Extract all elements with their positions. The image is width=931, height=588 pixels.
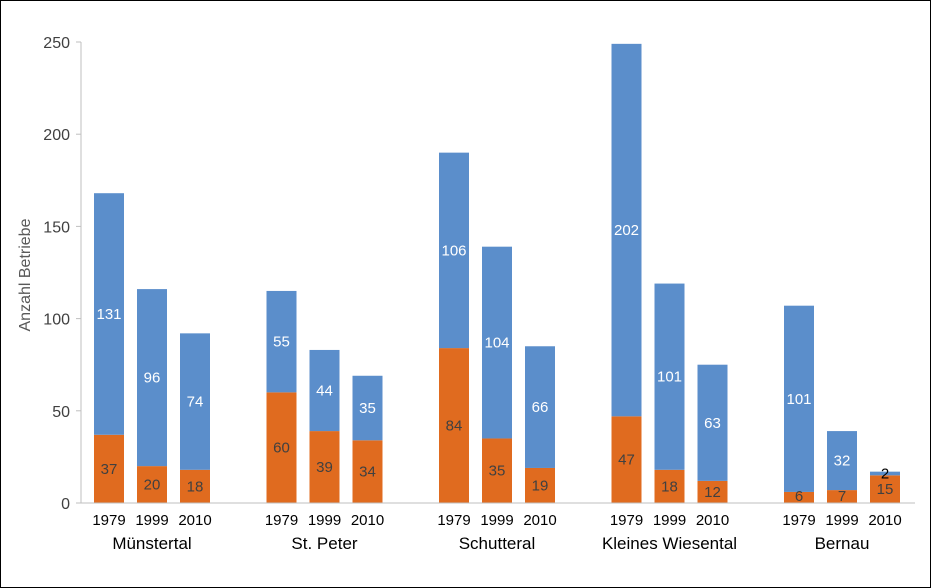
group-label: Bernau — [815, 534, 870, 553]
bar-value-label-top: 202 — [614, 222, 639, 239]
bar-value-label-top: 63 — [704, 415, 721, 432]
bar-segment-bottom — [870, 475, 900, 503]
bar-segment-bottom — [309, 431, 340, 503]
bar-group: 60 55 39 44 34 35 — [266, 290, 383, 503]
bar-segment-top — [654, 283, 685, 470]
bar-value-label-top: 74 — [187, 394, 204, 411]
x-tick-label: 2010 — [351, 512, 384, 529]
bar-group: 84 106 35 104 19 66 — [439, 152, 555, 503]
bar-value-label-bottom: 12 — [704, 484, 721, 501]
bar-group: 47 202 18 101 12 63 — [611, 43, 728, 503]
bar-value-label-top: 104 — [484, 335, 509, 352]
y-tick-label: 100 — [43, 312, 70, 329]
bar-segment-top — [827, 431, 857, 491]
bar-value-label-top: 101 — [786, 391, 811, 408]
bar-value-label-bottom: 6 — [795, 488, 803, 505]
group-label: St. Peter — [291, 534, 357, 553]
bar-value-label-bottom: 19 — [532, 477, 549, 494]
bar-value-label-top: 32 — [834, 453, 851, 470]
bar-value-label-top: 55 — [273, 334, 290, 351]
bar-segment-top — [482, 246, 512, 439]
x-tick-label: 1999 — [135, 512, 168, 529]
y-axis-label: Anzahl Betriebe — [17, 218, 34, 331]
bar-segment-top — [697, 364, 728, 481]
bar-segment-bottom — [94, 434, 124, 503]
bar-value-label-top: 96 — [144, 370, 161, 387]
bar-value-label-top: 2 — [881, 466, 889, 483]
bar-value-label-bottom: 37 — [101, 461, 118, 478]
bar-value-label-bottom: 60 — [273, 440, 290, 457]
bar-value-label-top: 131 — [96, 306, 121, 323]
bar-value-label-top: 35 — [359, 400, 376, 417]
group-label: Schutteral — [459, 534, 536, 553]
y-tick-label: 250 — [43, 35, 70, 52]
bar-segment-bottom — [439, 348, 469, 503]
bar-segment-bottom — [482, 438, 512, 503]
bar-segment-bottom — [827, 490, 857, 503]
bar-segment-bottom — [611, 416, 642, 503]
x-tick-label: 2010 — [696, 512, 729, 529]
bar-segment-bottom — [697, 480, 728, 503]
x-tick-label: 2010 — [523, 512, 556, 529]
x-tick-label: 1979 — [92, 512, 125, 529]
bar-segment-top — [352, 375, 383, 441]
x-tick-label: 1999 — [653, 512, 686, 529]
bar-group: 37 131 20 96 18 74 — [94, 193, 210, 503]
x-tick-label: 1979 — [437, 512, 470, 529]
x-tick-label: 1999 — [480, 512, 513, 529]
bar-value-label-bottom: 20 — [144, 477, 161, 494]
bar-segment-top — [525, 346, 555, 468]
bar-segment-top — [137, 289, 167, 467]
bar-value-label-bottom: 34 — [359, 464, 376, 481]
bar-value-label-top: 106 — [441, 242, 466, 259]
y-tick-label: 50 — [52, 404, 70, 421]
y-tick-label: 200 — [43, 127, 70, 144]
bar-segment-bottom — [137, 466, 167, 503]
x-tick-label: 1999 — [308, 512, 341, 529]
bar-segment-bottom — [352, 440, 383, 503]
bar-value-label-bottom: 35 — [489, 463, 506, 480]
x-tick-label: 1999 — [825, 512, 858, 529]
bar-segment-top — [439, 152, 469, 349]
bar-segment-bottom — [266, 392, 297, 503]
x-axis: 1979 1999 2010 Münstertal 1979 1999 2010 St. Pe… — [81, 502, 915, 553]
bar-value-label-bottom: 39 — [316, 459, 333, 476]
bar-value-label-bottom: 7 — [838, 488, 846, 505]
y-tick-label: 0 — [61, 496, 70, 513]
bar-segment-top — [94, 193, 124, 435]
bar-value-label-bottom: 84 — [446, 418, 463, 435]
x-tick-label: 2010 — [868, 512, 901, 529]
x-tick-label: 1979 — [610, 512, 643, 529]
bar-segment-top — [870, 471, 900, 476]
group-label: Münstertal — [112, 534, 191, 553]
bar-segment-bottom — [180, 469, 210, 503]
bar-segment-bottom — [654, 469, 685, 503]
bar-group: 6 101 7 32 152 — [784, 305, 900, 505]
bar-value-label-bottom: 15 — [877, 481, 894, 498]
bar-segment-top — [611, 43, 642, 417]
bar-value-label-top: 66 — [532, 399, 549, 416]
x-tick-label: 2010 — [178, 512, 211, 529]
x-tick-label: 1979 — [782, 512, 815, 529]
bar-value-label-top: 101 — [657, 369, 682, 386]
group-label: Kleines Wiesental — [602, 534, 737, 553]
bar-segment-top — [784, 305, 814, 492]
y-tick-label: 150 — [43, 219, 70, 236]
bar-segment-top — [266, 290, 297, 393]
y-axis: 0 50 100 150 200 250 — [43, 35, 82, 513]
bar-value-label-top: 44 — [316, 383, 333, 400]
bar-value-label-bottom: 47 — [618, 452, 635, 469]
x-tick-label: 1979 — [265, 512, 298, 529]
bars: 37 131 20 96 18 74 60 55 39 44 34 35 84 106 35 104 19 66 4… — [94, 43, 900, 505]
bar-segment-bottom — [525, 467, 555, 503]
bar-value-label-bottom: 18 — [187, 478, 204, 495]
bar-segment-top — [180, 333, 210, 470]
bar-segment-bottom — [784, 491, 814, 503]
bar-segment-top — [309, 349, 340, 432]
bar-value-label-bottom: 18 — [661, 478, 678, 495]
